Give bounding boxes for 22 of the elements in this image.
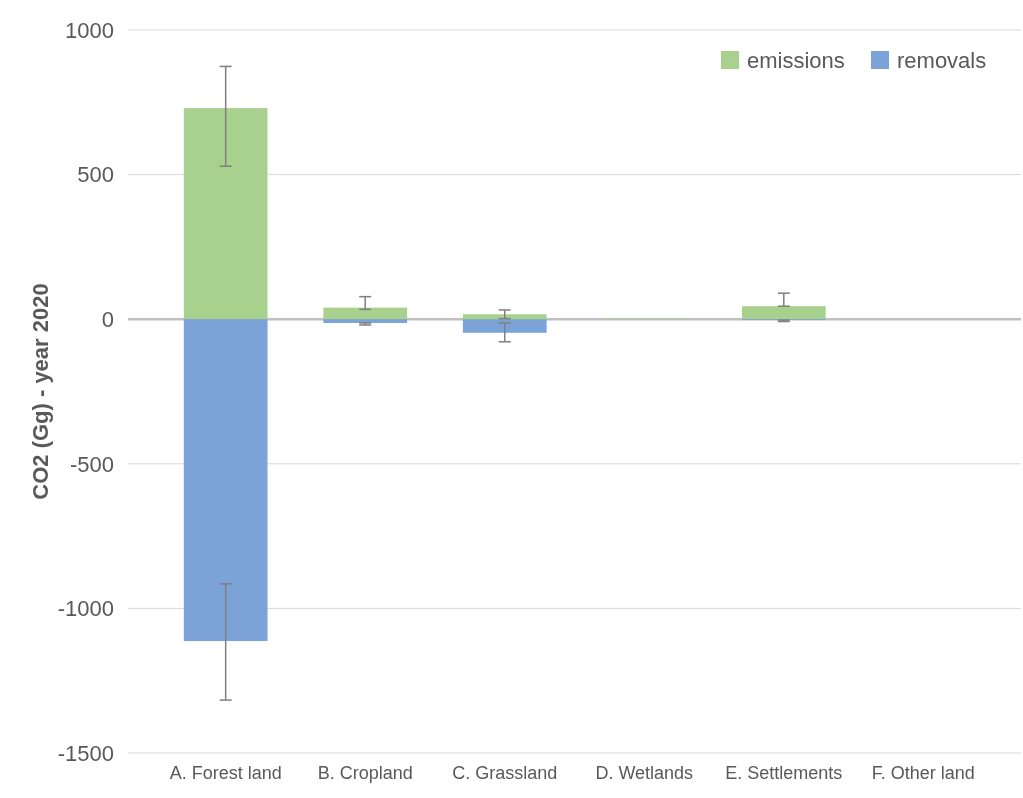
y-tick-label: 1000 <box>65 17 114 43</box>
bar <box>741 306 826 320</box>
bar <box>183 108 268 320</box>
bar <box>462 314 547 320</box>
y-axis-title: CO2 (Gg) - year 2020 <box>28 283 53 500</box>
bar <box>323 307 408 320</box>
y-tick-label: 500 <box>77 162 114 188</box>
y-tick-label: -1000 <box>57 596 114 622</box>
bar <box>323 319 408 323</box>
bar <box>183 319 268 642</box>
x-tick-label: F. Other land <box>871 763 975 783</box>
x-tick-label: D. Wetlands <box>595 763 694 783</box>
legend-label: emissions <box>747 47 845 73</box>
x-tick-label: A. Forest land <box>169 763 282 783</box>
x-tick-label: E. Settlements <box>725 763 843 783</box>
y-tick-label: -500 <box>69 451 114 477</box>
y-tick-label: -1500 <box>57 740 114 766</box>
y-tick-label: 0 <box>101 306 114 332</box>
bar <box>462 319 547 333</box>
legend-label: removals <box>897 47 987 73</box>
x-tick-label: B. Cropland <box>317 763 413 783</box>
x-tick-label: C. Grassland <box>452 763 558 783</box>
